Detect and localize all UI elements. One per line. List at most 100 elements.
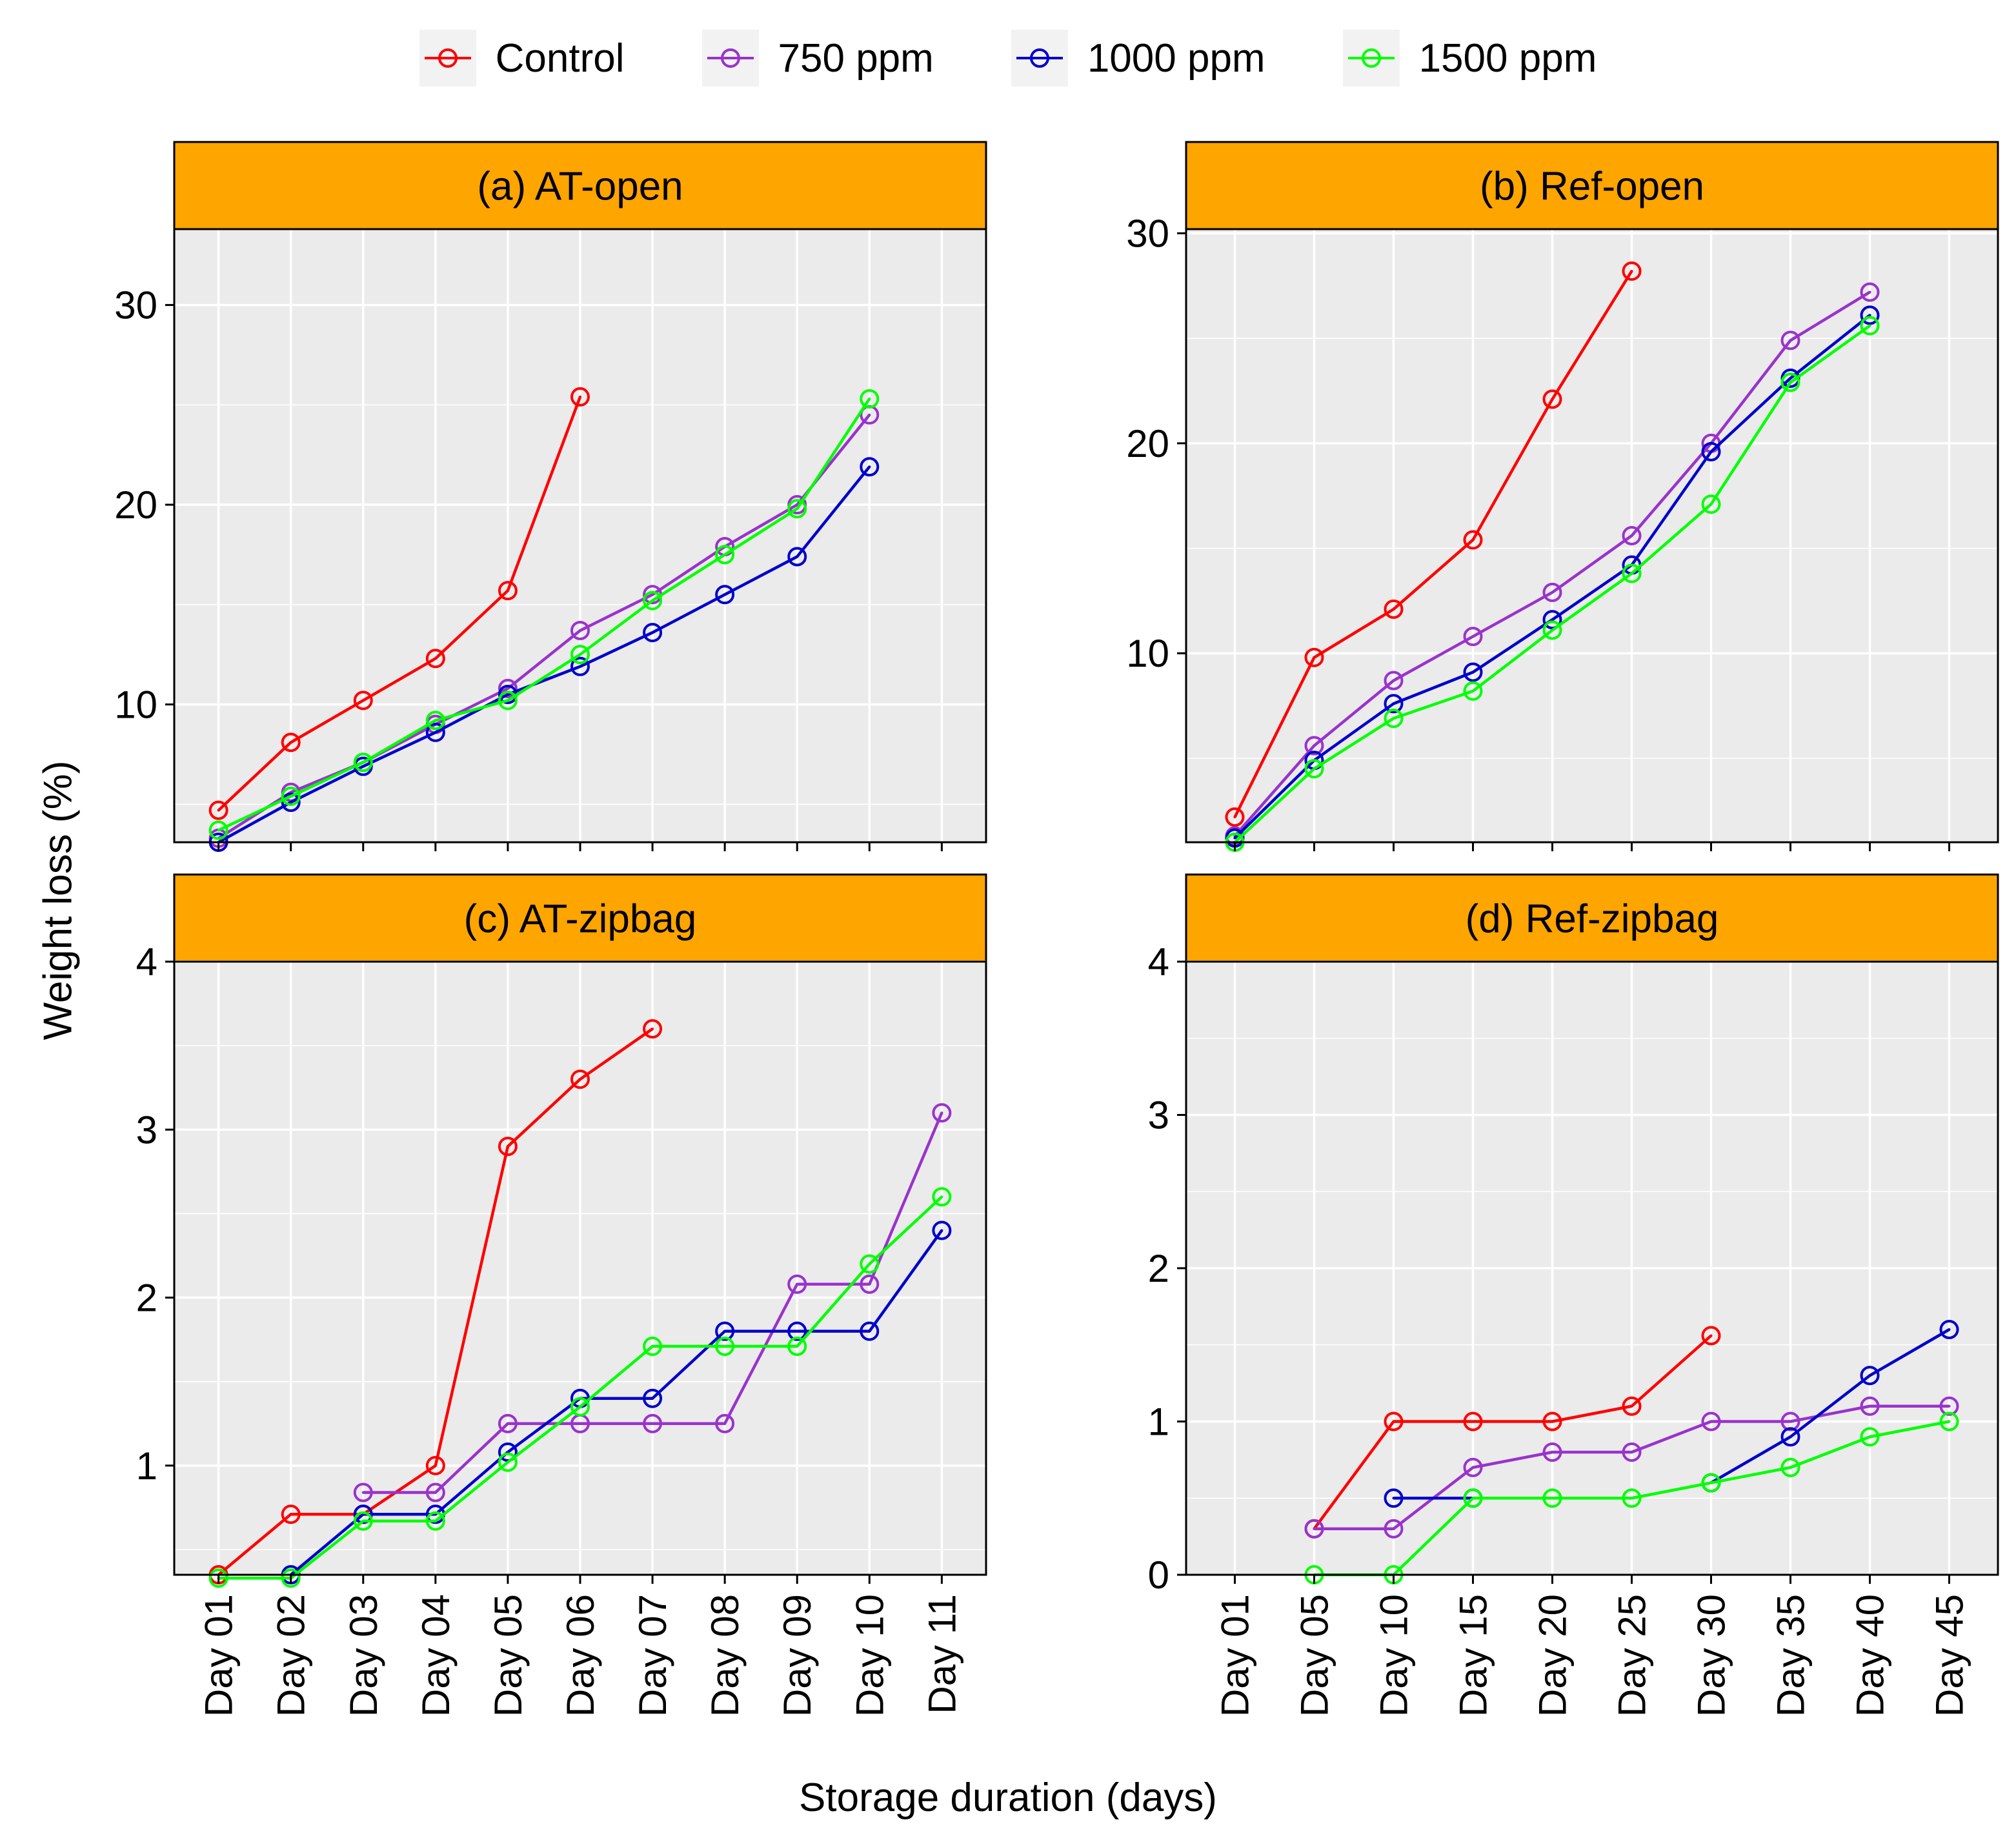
- data-point: [860, 457, 880, 477]
- panel-d-ref-zipbag: (d) Ref-zipbag 0 1 2 3 4 Day 01 Day 05 Day 10 Day…: [1148, 873, 1999, 1717]
- series-1000-ppm: [208, 457, 880, 852]
- data-point-center: [579, 1422, 581, 1425]
- data-point-center: [217, 809, 220, 812]
- legend-marker: [1029, 48, 1049, 68]
- panel-a-at-open: (a) AT-open 10 20 30: [114, 141, 987, 852]
- data-point-center: [1789, 1420, 1792, 1423]
- x-tick-label: Day 45: [1928, 1594, 1971, 1717]
- data-point-center: [289, 741, 292, 744]
- legend-marker-dot: [1038, 57, 1041, 59]
- data-point: [1384, 671, 1404, 691]
- y-tick-label: 20: [114, 483, 157, 527]
- legend-key-1000ppm-icon: [1011, 30, 1068, 86]
- data-point: [1780, 330, 1800, 350]
- data-point: [643, 623, 663, 643]
- data-point-center: [506, 687, 509, 690]
- data-point-center: [868, 1262, 871, 1266]
- data-point: [1463, 1488, 1483, 1508]
- data-point: [1463, 1457, 1483, 1477]
- y-tick-label: 0: [1148, 1553, 1169, 1597]
- data-point: [1939, 1396, 1959, 1416]
- data-point-center: [289, 801, 292, 804]
- data-point-center: [361, 1519, 365, 1522]
- data-point-center: [1471, 671, 1475, 674]
- legend-marker-dot: [729, 57, 732, 59]
- data-point: [208, 800, 228, 820]
- data-point-center: [434, 731, 437, 734]
- data-point: [425, 1482, 445, 1502]
- x-tick-label: Day 40: [1849, 1594, 1892, 1717]
- data-point-center: [1551, 629, 1554, 632]
- data-point: [498, 1137, 518, 1157]
- data-point-center: [361, 1491, 365, 1494]
- series-line: [1233, 270, 1633, 818]
- data-point: [1701, 1326, 1721, 1346]
- data-point-center: [1392, 1497, 1395, 1500]
- data-point-center: [1313, 1527, 1316, 1530]
- data-point-center: [434, 1519, 437, 1522]
- data-point: [787, 1321, 807, 1341]
- data-point-center: [940, 1195, 943, 1199]
- legend-label: 1000 ppm: [1087, 35, 1265, 81]
- y-tick-label: 2: [136, 1277, 157, 1320]
- data-point-center: [723, 553, 727, 556]
- y-tick-label: 30: [114, 284, 157, 327]
- x-tick-label: Day 05: [1293, 1594, 1336, 1717]
- data-point-center: [434, 1464, 437, 1467]
- data-point: [1542, 1488, 1562, 1508]
- legend-key-control-icon: [419, 30, 476, 86]
- data-point-center: [579, 1078, 581, 1081]
- data-point: [1622, 1442, 1642, 1462]
- data-point-center: [651, 1422, 654, 1425]
- data-point-center: [651, 631, 654, 634]
- data-point-center: [1471, 538, 1475, 541]
- data-point-center: [1392, 679, 1395, 682]
- data-point: [1384, 1488, 1404, 1508]
- data-point-center: [1471, 689, 1475, 693]
- data-point: [570, 620, 590, 640]
- data-point-center: [1630, 534, 1633, 537]
- series-line: [290, 1229, 943, 1576]
- data-point: [281, 1568, 301, 1588]
- data-point-center: [434, 657, 437, 660]
- data-point-center: [1313, 656, 1316, 659]
- y-tick-label: 4: [136, 940, 157, 984]
- x-axis-title: Storage duration (days): [799, 1775, 1217, 1820]
- panel-strip: [173, 141, 987, 230]
- data-point: [1304, 647, 1324, 667]
- y-tick-label: 1: [136, 1444, 157, 1488]
- data-point-center: [1868, 324, 1871, 327]
- data-point: [1780, 1411, 1800, 1431]
- series-1500-ppm: [208, 1187, 952, 1588]
- panel-strip: [1185, 873, 1999, 963]
- data-point: [353, 691, 373, 711]
- data-point-center: [868, 413, 871, 416]
- data-point: [1860, 1427, 1880, 1447]
- series-control: [208, 387, 590, 820]
- data-point: [1622, 1396, 1642, 1416]
- data-point-center: [579, 1405, 581, 1408]
- data-point-center: [796, 507, 799, 511]
- data-point-center: [1789, 1466, 1792, 1469]
- data-point: [715, 585, 735, 605]
- data-point-center: [579, 395, 581, 398]
- data-point: [643, 1019, 663, 1039]
- y-tick-label: 30: [1126, 212, 1169, 256]
- data-point: [1701, 1411, 1721, 1431]
- data-point: [425, 722, 445, 742]
- x-tick-label: Day 25: [1611, 1594, 1654, 1717]
- data-point: [1225, 807, 1245, 827]
- data-point: [787, 1337, 807, 1357]
- data-point-center: [1868, 1404, 1871, 1408]
- data-point-center: [1392, 1420, 1395, 1423]
- legend-label: 750 ppm: [778, 35, 934, 81]
- data-point: [1542, 610, 1562, 630]
- data-point: [570, 645, 590, 665]
- data-point-center: [434, 719, 437, 722]
- data-point: [715, 1413, 735, 1433]
- data-point-center: [1551, 618, 1554, 622]
- data-point-center: [506, 693, 509, 696]
- data-point-center: [1630, 1451, 1633, 1453]
- data-point: [1701, 441, 1721, 461]
